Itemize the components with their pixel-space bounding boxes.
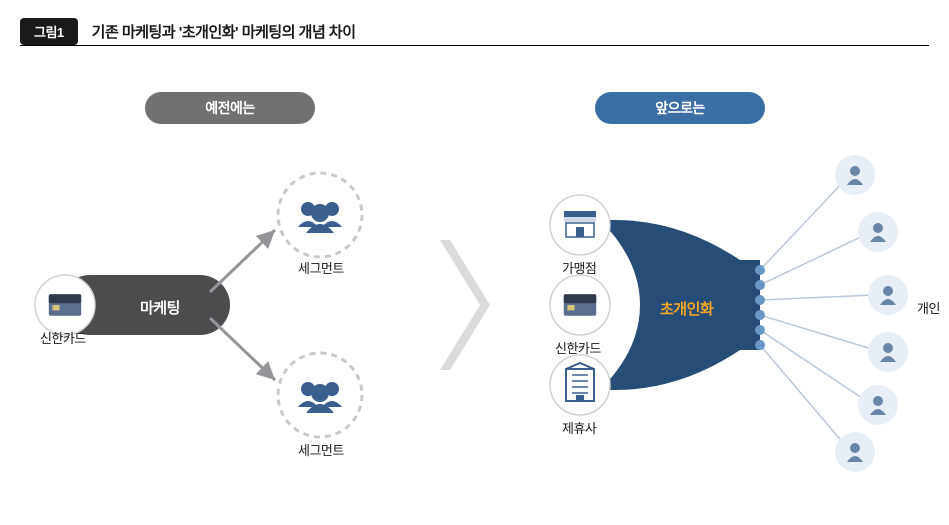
figure-title: 기존 마케팅과 '초개인화' 마케팅의 개념 차이 [92,21,356,42]
people-icon-2 [298,382,342,413]
source-label-0: 가맹점 [562,258,596,277]
arrow-to-segment-2 [210,318,275,380]
divider-arrow [440,240,490,370]
source-card [550,275,610,335]
source-building [550,355,610,415]
source-label-2: 제휴사 [562,418,596,437]
hub-label: 초개인화 [660,298,713,319]
individual-lines [760,180,875,445]
segment-label-2: 세그먼트 [298,440,344,459]
source-store [550,195,610,255]
source-label-1: 신한카드 [555,338,601,357]
segment-label-1: 세그먼트 [298,258,344,277]
diagram-stage [0,60,949,525]
arrow-to-segment-1 [210,230,275,292]
individuals [835,155,908,472]
left-source-label: 신한카드 [40,328,86,347]
card-icon [49,294,81,316]
figure-tag: 그림1 [20,18,78,45]
people-icon-1 [298,202,342,233]
left-core-label: 마케팅 [140,297,180,318]
individuals-label: 개인 [917,298,940,317]
figure-header: 그림1 기존 마케팅과 '초개인화' 마케팅의 개념 차이 [20,18,929,46]
